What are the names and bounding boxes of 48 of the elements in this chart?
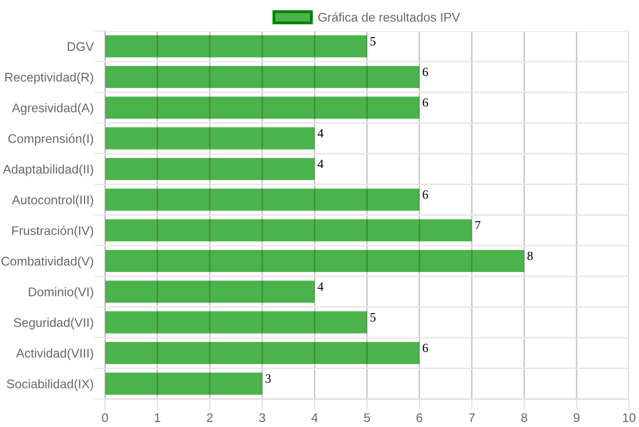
y-tick-label: Adaptabilidad(II) (2, 164, 94, 176)
data-label: 3 (266, 374, 271, 383)
data-label: 6 (422, 190, 428, 199)
y-tick-label: Frustración(IV) (12, 226, 94, 238)
data-label: 5 (370, 313, 376, 322)
x-tick-label: 3 (259, 413, 266, 422)
x-tick-label: 6 (416, 413, 422, 422)
data-label: 6 (422, 68, 428, 76)
data-label: 8 (527, 252, 533, 260)
x-tick-label: 2 (206, 413, 213, 422)
x-tick-label: 8 (521, 413, 528, 422)
y-tick-label: Receptividad(R) (5, 72, 94, 84)
x-tick-label: 10 (623, 413, 636, 422)
data-label: 6 (422, 98, 428, 107)
x-tick-label: 4 (311, 413, 318, 422)
y-tick-label: Combatividad(V) (1, 256, 94, 268)
bar (105, 35, 367, 58)
bar (105, 96, 420, 119)
bar (105, 311, 367, 334)
bar (105, 372, 262, 395)
data-label: 6 (422, 344, 428, 352)
y-tick-label: Dominio(VI) (28, 287, 94, 299)
bar (105, 250, 524, 272)
bar (105, 66, 420, 88)
bar (105, 280, 315, 303)
y-tick-label: Sociabilidad(IX) (6, 379, 94, 391)
bar (105, 188, 420, 211)
data-label: 5 (370, 37, 376, 46)
y-tick-label: DGV (68, 42, 94, 51)
data-label: 7 (475, 221, 480, 230)
x-tick-label: 5 (364, 413, 370, 422)
x-tick-label: 7 (468, 413, 475, 422)
y-tick-label: Agresividad(A) (12, 103, 94, 115)
y-tick-label: Autocontrol(III) (12, 195, 94, 207)
data-label: 4 (318, 129, 324, 138)
bar (105, 342, 420, 364)
bar (105, 127, 315, 150)
x-tick-label: 1 (154, 413, 160, 422)
data-label: 4 (318, 160, 324, 168)
y-tick-label: Actividad(VIII) (16, 348, 94, 360)
bar (105, 219, 472, 242)
x-tick-label: 9 (574, 413, 580, 422)
y-tick-label: Seguridad(VII) (14, 318, 94, 330)
y-tick-label: Comprensión(I) (8, 134, 94, 146)
legend-label: Gráfica de resultados IPV (318, 12, 460, 22)
x-tick-label: 0 (102, 413, 108, 422)
data-label: 4 (318, 282, 324, 291)
bar (105, 158, 315, 180)
